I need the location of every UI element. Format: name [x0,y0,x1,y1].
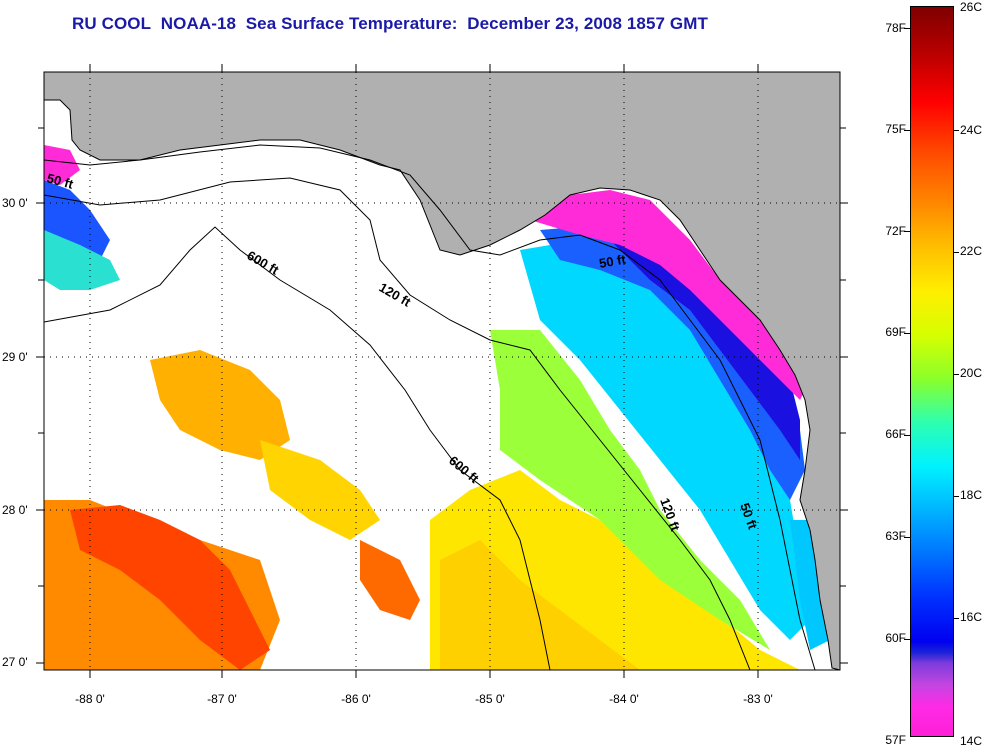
colorbar-tick [954,130,959,131]
colorbar-fahrenheit-label: 69F [885,325,906,339]
lon-label: -86 0' [341,692,371,706]
colorbar-tick [954,618,959,619]
sst-hot-patch-west [70,505,270,670]
title-product: Sea Surface Temperature: [245,14,458,33]
colorbar-tick [904,537,910,538]
sst-yellow-mid [260,440,380,540]
title-satellite: NOAA-18 [160,14,237,33]
sst-west-cyan [44,230,120,290]
colorbar-tick [954,374,959,375]
isobath-50ft [44,144,816,670]
lat-label: 28 0' [2,503,28,517]
title-prefix: RU COOL [72,14,152,33]
colorbar-fahrenheit-label: 72F [885,224,906,238]
colorbar-celsius-label: 24C [960,123,983,137]
land-mass [44,72,840,670]
colorbar-fahrenheit-label: 66F [885,427,906,441]
colorbar-tick [904,130,910,131]
lon-label: -85 0' [475,692,505,706]
colorbar-celsius-label: 22C [960,244,983,258]
sst-warm-north [150,350,290,460]
isobath-120ft [44,177,751,670]
axis-ticks [36,64,848,678]
lon-label: -87 0' [207,692,237,706]
colorbar-celsius-label: 18C [960,488,983,502]
lat-label: 29 0' [2,350,28,364]
colorbar-tick [904,639,910,640]
lon-label: -84 0' [609,692,639,706]
colorbar-fahrenheit-label: 57F [885,733,906,747]
sst-cyan-region [520,240,810,640]
colorbar-tick [904,28,910,29]
colorbar-fahrenheit-label: 63F [885,529,906,543]
sst-west-magenta [44,145,80,185]
map-title: RU COOL NOAA-18 Sea Surface Temperature:… [72,14,708,34]
colorbar-celsius-label: 16C [960,610,983,624]
temperature-colorbar [910,6,954,737]
title-date: December 23, 2008 1857 GMT [467,14,708,33]
lon-label: -88 0' [75,692,105,706]
isobath-600ft [44,226,551,670]
lat-label: 30 0' [2,196,28,210]
sst-cold-coastal [530,190,810,400]
lat-label: 27 0' [2,655,28,669]
plot-frame [43,71,841,671]
lon-label: -83 0' [743,692,773,706]
isobath-label: 50 ft [45,170,75,192]
isobath-label: 50 ft [598,251,628,271]
sst-orange-band [440,540,640,670]
colorbar-tick [904,231,910,232]
colorbar-celsius-label: 20C [960,366,983,380]
colorbar-celsius-label: 14C [960,734,983,748]
colorbar-tick [904,435,910,436]
colorbar-tick [904,333,910,334]
colorbar-fahrenheit-label: 78F [885,21,906,35]
colorbar-tick [954,252,959,253]
colorbar-fahrenheit-label: 60F [885,631,906,645]
colorbar-tick [954,496,959,497]
colorbar-fahrenheit-label: 75F [885,122,906,136]
sst-green-region [490,330,770,650]
sst-warm-patch-mid [360,540,420,620]
colorbar-celsius-label: 26C [960,0,983,14]
